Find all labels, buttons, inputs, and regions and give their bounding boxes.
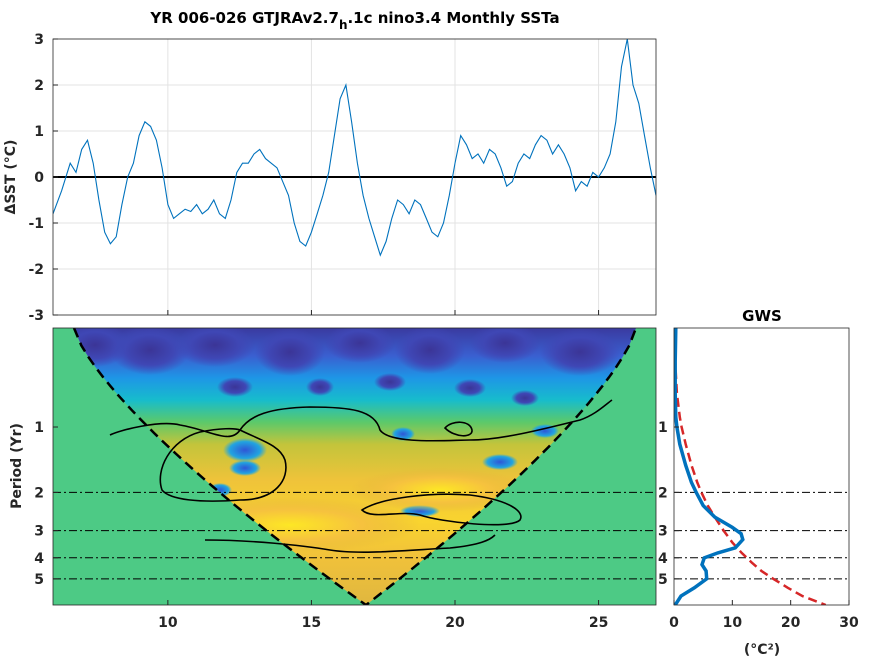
top-x-ticks (167, 310, 600, 315)
wavelet-y-tick-label: 5 (34, 572, 44, 588)
wavelet-reference-lines (53, 491, 656, 580)
top-y-axis-label: ΔSST (°C) (3, 140, 19, 215)
wavelet-y-tick-label: 4 (34, 551, 44, 567)
wavelet-right-y-tick-label: 4 (658, 551, 668, 567)
wavelet-right-y-tick-label: 3 (658, 524, 668, 540)
global-wavelet-spectrum-panel: GWS 0 10 20 30 (°C²) (669, 307, 859, 656)
chart-title: YR 006-026 GTJRAv2.7h.1c nino3.4 Monthly… (149, 9, 559, 32)
sst-anomaly-line (53, 39, 656, 257)
significance-contours (109, 399, 613, 553)
wavelet-right-y-tick-label: 5 (658, 572, 668, 588)
top-y-tick-label: -1 (28, 216, 44, 232)
top-y-tick-label: 2 (34, 78, 44, 94)
gws-x-tick-label: 30 (839, 615, 859, 631)
gws-x-tick-label: 10 (723, 615, 743, 631)
gws-x-ticks: 0 10 20 30 (669, 600, 859, 631)
wavelet-power-panel: 1 1 2 2 3 3 4 4 5 5 10 15 20 25 Period (Yr) (9, 327, 668, 631)
gws-x-tick-label: 0 (669, 615, 679, 631)
cone-of-influence (72, 328, 638, 605)
gws-title: GWS (742, 307, 782, 325)
top-y-tick-label: -3 (28, 308, 44, 324)
gws-power-curve (674, 328, 745, 605)
title-main: YR 006-026 GTJRAv2.7 (149, 9, 339, 27)
wavelet-y-tick-label: 1 (34, 420, 44, 436)
wavelet-x-tick-label: 15 (302, 615, 321, 631)
gws-plot-area (674, 328, 849, 605)
top-y-tick-label: -2 (28, 262, 44, 278)
wavelet-x-tick-label: 20 (445, 615, 465, 631)
top-y-tick-label: 0 (34, 170, 44, 186)
title-subscript: h (339, 18, 348, 32)
gws-x-axis-label: (°C²) (744, 642, 780, 656)
top-y-tick-label: 3 (34, 32, 44, 48)
wavelet-x-tick-label: 10 (158, 615, 178, 631)
top-y-ticks: 3 2 1 0 -1 -2 -3 (28, 32, 58, 324)
wavelet-y-tick-label: 2 (34, 485, 44, 501)
wavelet-right-y-tick-label: 2 (658, 485, 668, 501)
top-y-tick-label: 1 (34, 124, 44, 140)
gws-reference-lines (674, 491, 849, 580)
wavelet-axes-box (52, 327, 657, 606)
wavelet-x-tick-label: 25 (589, 615, 608, 631)
gws-y-ticks (674, 426, 679, 580)
wavelet-right-y-tick-label: 1 (658, 420, 668, 436)
wavelet-y-axis-label: Period (Yr) (9, 423, 25, 509)
sst-timeseries-panel: 3 2 1 0 -1 -2 -3 ΔSST (°C) (3, 32, 657, 324)
title-rest: .1c nino3.4 Monthly SSTa (347, 9, 559, 27)
wavelet-x-ticks: 10 15 20 25 (158, 600, 608, 631)
gws-x-tick-label: 20 (781, 615, 801, 631)
wavelet-y-tick-label: 3 (34, 524, 44, 540)
gws-axes-box (673, 327, 850, 606)
wavelet-y-ticks: 1 1 2 2 3 3 4 4 5 5 (34, 420, 668, 588)
